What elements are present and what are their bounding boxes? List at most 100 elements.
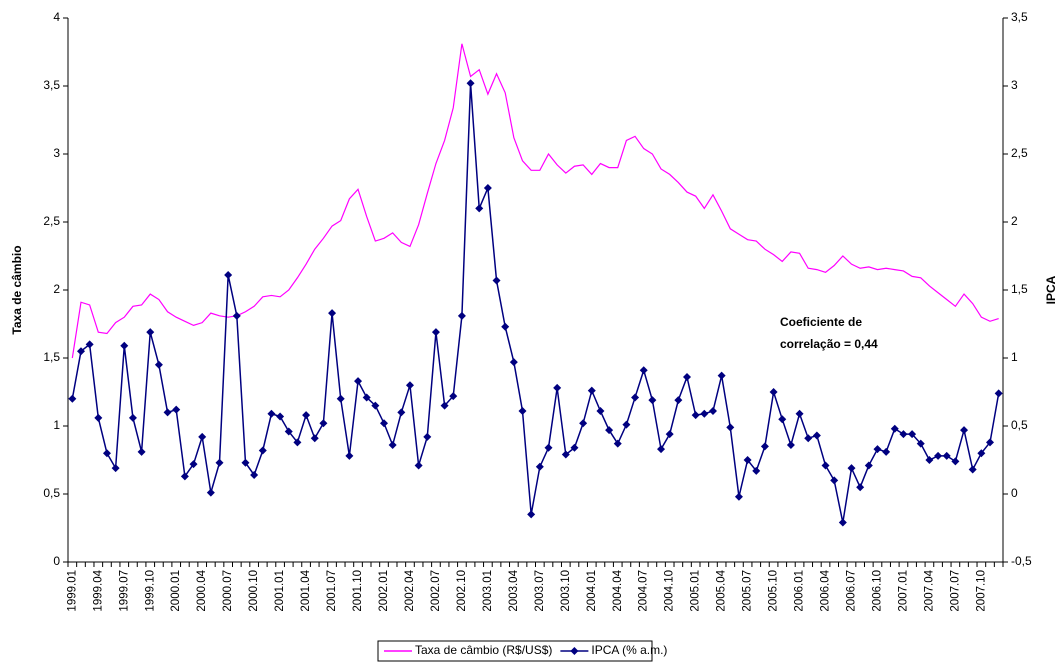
data-point (362, 393, 371, 402)
data-point (215, 458, 224, 467)
data-point (267, 409, 276, 418)
x-tick-label: 2001.04 (300, 569, 312, 611)
data-point (431, 328, 440, 337)
data-point (483, 184, 492, 192)
data-point (76, 347, 85, 356)
data-point (795, 409, 804, 418)
x-tick-label: 2000.10 (248, 570, 260, 612)
data-point (674, 396, 683, 405)
x-tick-label: 2002.01 (378, 570, 390, 612)
data-point (94, 413, 103, 422)
x-tick-label: 2007.01 (897, 570, 909, 612)
data-point (838, 518, 847, 527)
legend-label: Taxa de câmbio (R$/US$) (415, 643, 552, 657)
data-point (925, 456, 934, 464)
y2-tick-label: 3,5 (1011, 10, 1028, 24)
data-point (535, 462, 544, 471)
data-point (492, 276, 501, 285)
x-tick-label: 2003.04 (508, 569, 520, 611)
data-point (128, 413, 137, 422)
data-point (172, 405, 181, 414)
data-point (102, 449, 111, 458)
data-point (760, 442, 769, 451)
data-point (890, 424, 899, 433)
data-point (423, 432, 432, 441)
x-tick-label: 2006.10 (871, 570, 883, 612)
data-point (388, 441, 397, 450)
x-tick-label: 2006.01 (794, 570, 806, 612)
data-point (146, 328, 155, 337)
data-point (198, 432, 207, 441)
y-tick-label: 2 (53, 282, 60, 296)
series-line (71, 43, 999, 359)
x-tick-label: 2006.07 (846, 570, 858, 612)
x-tick-label: 2005.04 (716, 569, 728, 611)
data-point (579, 419, 588, 428)
x-tick-label: 2002.07 (430, 570, 442, 612)
y2-tick-label: 0 (1011, 486, 1018, 500)
data-point (189, 460, 198, 469)
data-point (951, 457, 960, 466)
data-point (752, 466, 761, 475)
data-point (596, 407, 605, 416)
data-point (994, 389, 1003, 398)
data-point (960, 426, 969, 435)
data-point (631, 393, 640, 402)
y2-tick-label: 1,5 (1011, 282, 1028, 296)
data-point (587, 386, 596, 395)
x-tick-label: 2000.04 (196, 569, 208, 611)
data-point (553, 383, 562, 392)
x-tick-label: 2002.04 (404, 569, 416, 611)
data-point (657, 445, 666, 454)
y-tick-label: 3 (53, 146, 60, 160)
data-point (908, 430, 917, 439)
data-point (457, 311, 466, 320)
annotation: Coeficiente de (780, 315, 862, 329)
data-point (743, 456, 752, 464)
x-tick-label: 2003.07 (534, 570, 546, 612)
data-point (276, 412, 285, 421)
data-point (163, 408, 172, 417)
data-point (345, 451, 354, 460)
legend-marker (570, 647, 579, 655)
data-point (518, 407, 527, 416)
data-point (778, 415, 787, 424)
x-tick-label: 2000.07 (222, 570, 234, 612)
data-point (544, 443, 553, 452)
data-point (319, 419, 328, 428)
annotation: correlação = 0,44 (780, 337, 878, 351)
data-point (111, 464, 120, 473)
data-point (977, 449, 986, 458)
data-point (691, 411, 700, 420)
data-point (336, 394, 345, 403)
data-point (466, 79, 475, 88)
data-point (68, 394, 77, 403)
y2-axis-label: IPCA (1044, 275, 1058, 304)
data-point (206, 488, 215, 497)
data-point (250, 470, 259, 479)
data-point (639, 366, 648, 375)
data-point (622, 420, 631, 429)
x-tick-label: 2007.07 (949, 570, 961, 612)
y2-tick-label: -0,5 (1011, 554, 1032, 568)
data-point (648, 396, 657, 405)
data-point (864, 461, 873, 470)
y-tick-label: 1,5 (43, 350, 60, 364)
data-point (501, 322, 510, 331)
x-tick-label: 2004.10 (664, 570, 676, 612)
legend-label: IPCA (% a.m.) (591, 643, 667, 657)
data-point (310, 434, 319, 443)
data-point (224, 271, 233, 280)
x-tick-label: 2005.07 (742, 570, 754, 612)
data-point (302, 411, 311, 420)
x-tick-label: 2006.04 (820, 569, 832, 611)
data-point (328, 309, 337, 318)
x-tick-label: 2007.04 (923, 569, 935, 611)
data-point (665, 430, 674, 439)
data-point (873, 445, 882, 454)
x-tick-label: 2004.04 (612, 569, 624, 611)
data-point (475, 204, 484, 213)
x-tick-label: 2003.01 (482, 570, 494, 612)
x-tick-label: 2004.01 (586, 570, 598, 612)
